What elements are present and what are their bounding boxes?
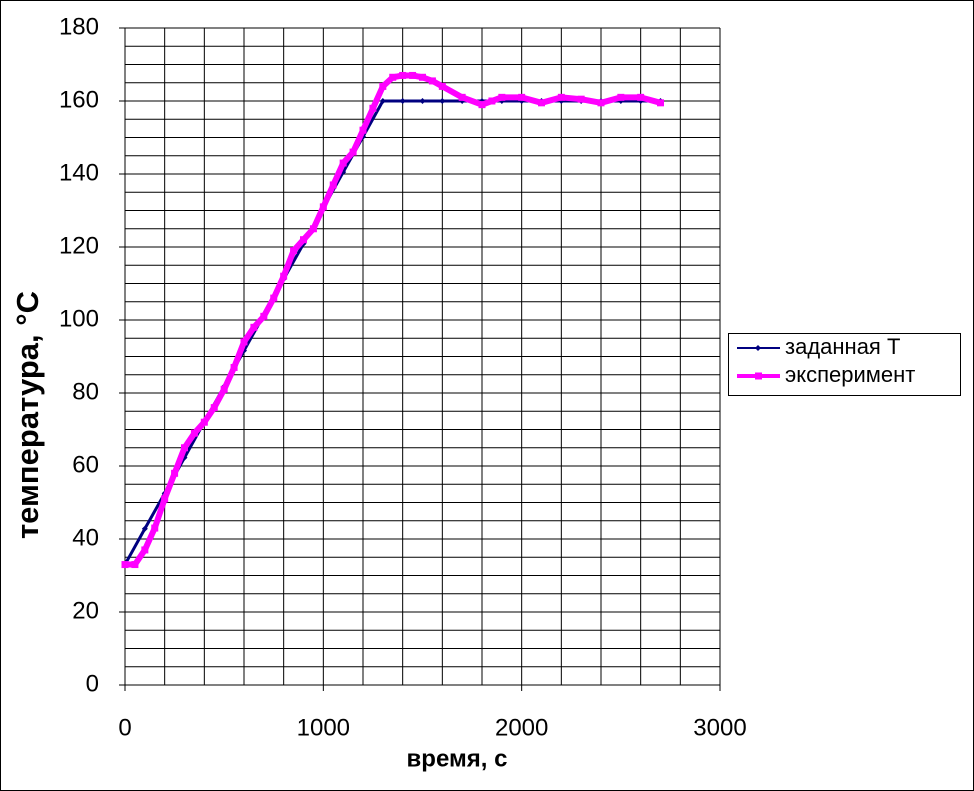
marker [300, 236, 307, 244]
marker [538, 99, 545, 107]
y-tick-label: 0 [86, 670, 99, 697]
marker [131, 561, 139, 569]
marker [220, 385, 228, 393]
marker [339, 159, 347, 167]
marker [200, 418, 208, 426]
marker [181, 444, 188, 452]
marker [210, 404, 218, 412]
marker [379, 82, 387, 90]
marker [171, 469, 179, 477]
marker [329, 181, 337, 189]
marker [399, 71, 407, 79]
legend-box [728, 333, 961, 396]
marker [488, 97, 496, 105]
y-tick-label: 160 [59, 86, 99, 113]
marker [419, 73, 426, 81]
x-tick-label: 1000 [297, 714, 350, 741]
marker [409, 71, 417, 79]
legend-marker [755, 345, 761, 351]
marker [121, 561, 129, 569]
marker [161, 495, 169, 503]
marker [141, 546, 149, 554]
x-axis-title: время, с [407, 745, 508, 772]
legend-label: заданная T [785, 334, 900, 359]
marker [518, 93, 526, 101]
y-axis-title: температура, °C [10, 291, 45, 539]
y-tick-label: 140 [59, 159, 99, 186]
marker [290, 247, 298, 255]
marker [478, 101, 486, 109]
marker [319, 203, 327, 211]
marker [270, 294, 278, 302]
marker [399, 98, 406, 104]
x-tick-label: 0 [118, 714, 131, 741]
marker [250, 323, 258, 331]
x-tick-label: 2000 [495, 714, 548, 741]
y-tick-label: 20 [72, 597, 99, 624]
marker [280, 272, 288, 280]
marker [141, 525, 148, 532]
marker [190, 429, 198, 437]
legend-marker [755, 372, 762, 380]
marker [379, 98, 386, 104]
marker [349, 148, 357, 156]
marker [309, 225, 317, 233]
marker [498, 93, 506, 101]
marker [359, 126, 367, 134]
marker [458, 93, 466, 101]
y-tick-label: 100 [59, 305, 99, 332]
marker [557, 93, 565, 101]
marker [657, 99, 664, 107]
marker [438, 82, 446, 90]
y-tick-label: 60 [72, 451, 99, 478]
marker [597, 99, 605, 107]
marker [369, 104, 377, 112]
y-tick-label: 120 [59, 232, 99, 259]
marker [428, 77, 436, 85]
y-tick-label: 80 [72, 378, 99, 405]
x-tick-label: 3000 [693, 714, 746, 741]
marker [230, 363, 238, 371]
marker [439, 98, 446, 104]
marker [617, 93, 625, 101]
marker [151, 524, 159, 532]
marker [577, 95, 585, 103]
marker [389, 73, 397, 81]
y-tick-label: 40 [72, 524, 99, 551]
y-tick-label: 180 [59, 13, 99, 40]
marker [240, 338, 248, 346]
marker [637, 93, 645, 101]
legend-label: эксперимент [785, 362, 915, 387]
marker [260, 312, 268, 320]
marker [419, 98, 426, 104]
